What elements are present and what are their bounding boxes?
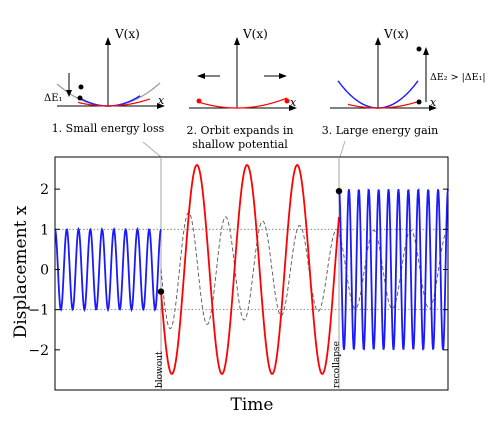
connector-inset3 bbox=[339, 140, 346, 158]
inset2-caption-line2: shallow potential bbox=[192, 138, 288, 151]
annotation-recollapse: recollapse bbox=[332, 341, 342, 388]
inset3-marker-upper bbox=[416, 46, 422, 52]
x-axis-label: Time bbox=[231, 395, 274, 415]
inset3-delta-arrowhead bbox=[423, 47, 429, 55]
inset1-marker-lower bbox=[77, 95, 83, 101]
inset2-marker-right bbox=[284, 98, 290, 104]
inset3-delta-label: ΔE₂ > |ΔE₁| bbox=[430, 72, 486, 83]
inset1-delta-arrowhead bbox=[66, 90, 72, 97]
inset1-marker-upper bbox=[78, 84, 84, 90]
y-axis-label: Displacement x bbox=[11, 205, 31, 338]
inset2-ylabel: V(x) bbox=[242, 27, 268, 41]
inset3-caption: 3. Large energy gain bbox=[322, 124, 438, 137]
inset3-xlabel: x bbox=[430, 96, 437, 109]
inset2-right-arrowhead bbox=[279, 73, 287, 79]
marker-blowout bbox=[157, 288, 165, 295]
series-red-expanded bbox=[160, 164, 340, 375]
inset1-x-arrow bbox=[157, 103, 165, 109]
inset1-y-arrow bbox=[105, 37, 111, 45]
inset1-ylabel: V(x) bbox=[114, 27, 140, 41]
inset1-delta-label: ΔE₁ bbox=[44, 93, 63, 104]
inset-3: V(x) x ΔE₂ > |ΔE₁| 3. Large energy gain bbox=[322, 27, 486, 137]
annotation-blowout: blowout bbox=[155, 351, 165, 388]
inset-1: V(x) x ΔE₁ 1. Small energy loss bbox=[44, 27, 165, 135]
ytick-label-0: 0 bbox=[40, 262, 49, 278]
inset3-x-arrow bbox=[429, 105, 437, 111]
marker-recollapse bbox=[335, 187, 343, 195]
series-blue-after bbox=[338, 188, 449, 351]
inset2-left-arrowhead bbox=[197, 73, 205, 79]
inset2-marker-left bbox=[196, 98, 202, 104]
inset3-y-arrow bbox=[375, 37, 381, 45]
inset2-shallow-potential bbox=[198, 97, 288, 109]
inset2-y-arrow bbox=[234, 37, 240, 45]
inset1-shallow-potential bbox=[77, 98, 151, 107]
inset2-caption-line1: 2. Orbit expands in bbox=[187, 124, 294, 137]
inset-2: V(x) x 2. Orbit expands in shallow poten… bbox=[187, 27, 297, 151]
ytick-label-2: 2 bbox=[40, 182, 49, 198]
inset1-xlabel: x bbox=[158, 94, 165, 107]
inset2-xlabel: x bbox=[290, 96, 297, 109]
series-blue-before bbox=[54, 226, 162, 313]
inset3-ylabel: V(x) bbox=[383, 27, 409, 41]
connector-inset1 bbox=[142, 141, 162, 158]
main-chart: −2 −1 0 1 2 Time Displacement x blowout reco… bbox=[11, 156, 449, 415]
inset1-caption: 1. Small energy loss bbox=[52, 122, 165, 135]
inset3-marker-lower bbox=[416, 99, 422, 105]
inset3-shallow-potential bbox=[347, 100, 422, 109]
ytick-label--2: −2 bbox=[28, 343, 49, 359]
plot-frame bbox=[54, 156, 449, 391]
series-dashed bbox=[160, 211, 449, 330]
ytick-label--1: −1 bbox=[28, 303, 49, 319]
inset2-x-arrow bbox=[289, 105, 297, 111]
ytick-label-1: 1 bbox=[40, 222, 49, 238]
